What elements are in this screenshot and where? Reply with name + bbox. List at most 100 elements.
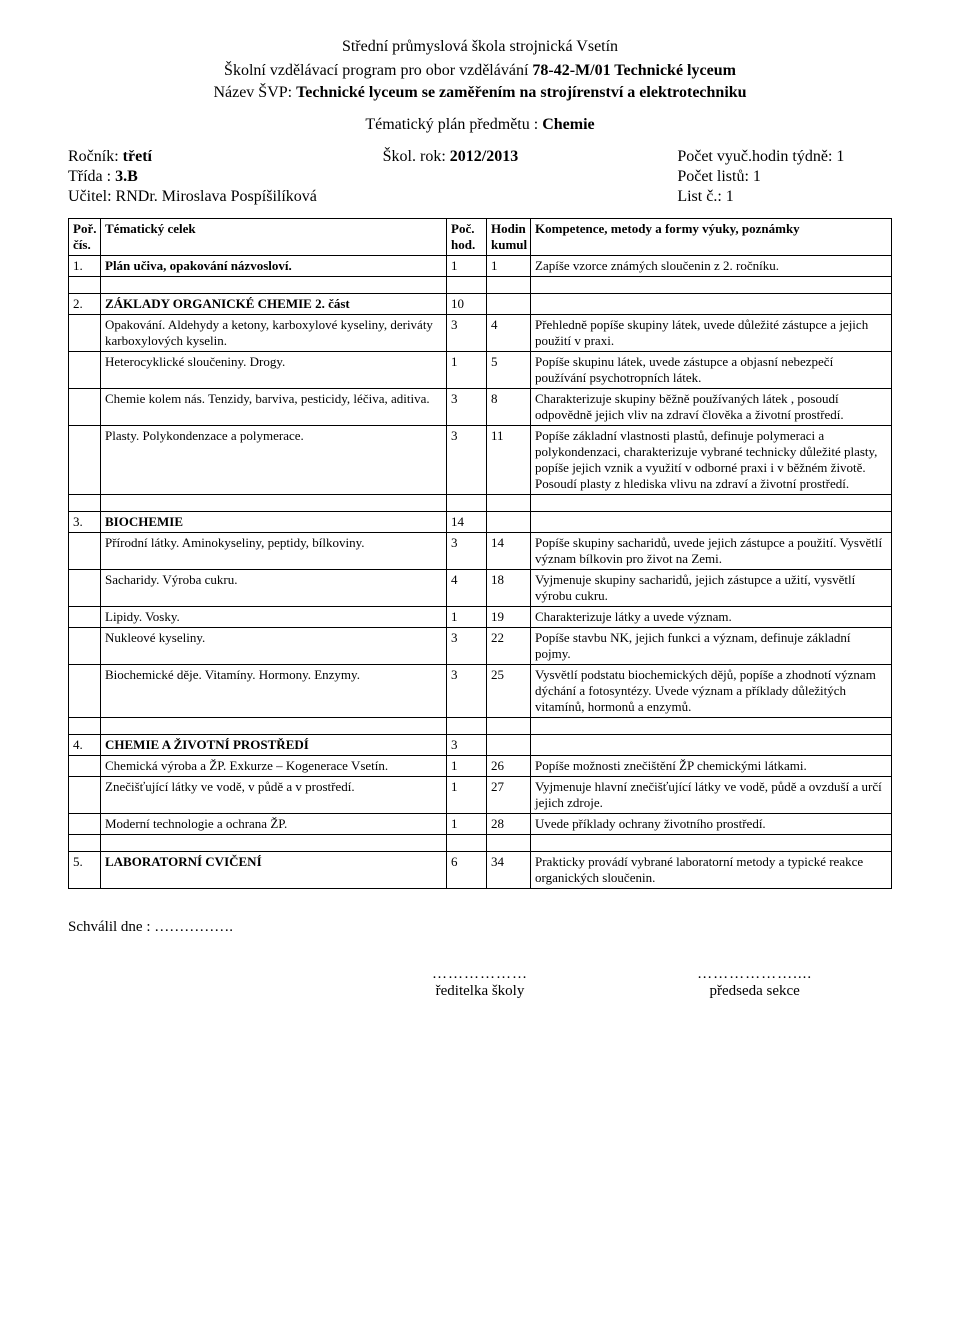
cell-hours: 3 [447, 315, 487, 352]
table-row [69, 835, 892, 852]
spacer-cell [101, 835, 447, 852]
table-row: 2.ZÁKLADY ORGANICKÉ CHEMIE 2. část10 [69, 294, 892, 315]
cell-cumul: 5 [487, 352, 531, 389]
spacer-cell [447, 835, 487, 852]
table-row: Biochemické děje. Vitamíny. Hormony. Enz… [69, 665, 892, 718]
pocet-listu: Počet listů: 1 [617, 168, 892, 186]
table-row: Chemická výroba a ŽP. Exkurze – Kogenera… [69, 756, 892, 777]
table-row: Plasty. Polykondenzace a polymerace.311P… [69, 426, 892, 495]
cell-note: Vysvětlí podstatu biochemických dějů, po… [531, 665, 892, 718]
cell-note: Vyjmenuje skupiny sacharidů, jejich zást… [531, 570, 892, 607]
cell-hours: 3 [447, 628, 487, 665]
table-row: Přírodní látky. Aminokyseliny, peptidy, … [69, 533, 892, 570]
footer-label-right: předseda sekce [617, 983, 892, 1000]
trida: Třída : 3.B [68, 168, 343, 186]
spacer-cell [447, 718, 487, 735]
cell-note: Popíše stavbu NK, jejich funkci a význam… [531, 628, 892, 665]
ucitel: Učitel: RNDr. Miroslava Pospíšilíková [68, 188, 343, 206]
spacer-cell [487, 835, 531, 852]
skolrok-label: Škol. rok: [383, 148, 450, 165]
ucitel-value: RNDr. Miroslava Pospíšilíková [116, 188, 317, 205]
cell-hours: 3 [447, 735, 487, 756]
cell-hours: 1 [447, 352, 487, 389]
cell-hours: 10 [447, 294, 487, 315]
cell-topic: Chemie kolem nás. Tenzidy, barviva, pest… [101, 389, 447, 426]
cell-cumul [487, 294, 531, 315]
table-row: Moderní technologie a ochrana ŽP.128Uved… [69, 814, 892, 835]
cell-note: Popíše skupiny sacharidů, uvede jejich z… [531, 533, 892, 570]
cell-hours: 1 [447, 607, 487, 628]
cell-num [69, 628, 101, 665]
trida-label: Třída : [68, 168, 115, 185]
table-row: Nukleové kyseliny.322Popíše stavbu NK, j… [69, 628, 892, 665]
cell-topic: Heterocyklické sloučeniny. Drogy. [101, 352, 447, 389]
info-empty-2 [343, 188, 618, 206]
cell-hours: 3 [447, 389, 487, 426]
cell-topic: Moderní technologie a ochrana ŽP. [101, 814, 447, 835]
subject-name: Chemie [542, 116, 594, 133]
skolrok: Škol. rok: 2012/2013 [343, 148, 618, 166]
cell-topic: Plasty. Polykondenzace a polymerace. [101, 426, 447, 495]
footer-sig-right: ……………….... předseda sekce [617, 966, 892, 1000]
col-tematicky-celek: Tématický celek [101, 219, 447, 256]
cell-num [69, 426, 101, 495]
table-row: Znečišťující látky ve vodě, v půdě a v p… [69, 777, 892, 814]
spacer-cell [487, 495, 531, 512]
table-row [69, 718, 892, 735]
rocnik-label: Ročník: [68, 148, 123, 165]
spacer-cell [487, 718, 531, 735]
program-line: Školní vzdělávací program pro obor vzděl… [68, 62, 892, 80]
cell-hours: 3 [447, 665, 487, 718]
footer-dots-left: ……………… [343, 966, 618, 983]
cell-cumul: 26 [487, 756, 531, 777]
cell-hours: 6 [447, 852, 487, 889]
subject-line: Tématický plán předmětu : Chemie [68, 116, 892, 134]
col-por-cis: Poř. čís. [69, 219, 101, 256]
program-prefix: Školní vzdělávací program pro obor vzděl… [224, 62, 532, 79]
cell-cumul: 18 [487, 570, 531, 607]
spacer-cell [487, 277, 531, 294]
list-c: List č.: 1 [617, 188, 892, 206]
col-hodin-kumul: Hodin kumul [487, 219, 531, 256]
cell-note: Prakticky provádí vybrané laboratorní me… [531, 852, 892, 889]
cell-hours: 1 [447, 814, 487, 835]
cell-note: Uvede příklady ochrany životního prostře… [531, 814, 892, 835]
cell-note: Charakterizuje skupiny běžně používaných… [531, 389, 892, 426]
cell-num [69, 352, 101, 389]
info-block: Ročník: třetí Škol. rok: 2012/2013 Počet… [68, 148, 892, 206]
table-row [69, 277, 892, 294]
footer-signatures: ……………… ředitelka školy ……………….... předse… [68, 966, 892, 1000]
footer-dots-right: ……………….... [617, 966, 892, 983]
cell-cumul: 11 [487, 426, 531, 495]
cell-cumul: 28 [487, 814, 531, 835]
cell-note [531, 512, 892, 533]
cell-cumul: 25 [487, 665, 531, 718]
cell-cumul: 27 [487, 777, 531, 814]
spacer-cell [531, 718, 892, 735]
rocnik-value: třetí [123, 148, 152, 165]
col-kompetence: Kompetence, metody a formy výuky, poznám… [531, 219, 892, 256]
cell-cumul: 8 [487, 389, 531, 426]
spacer-cell [69, 495, 101, 512]
table-row: Heterocyklické sloučeniny. Drogy.15Popíš… [69, 352, 892, 389]
cell-cumul: 14 [487, 533, 531, 570]
cell-num [69, 570, 101, 607]
ucitel-label: Učitel: [68, 188, 116, 205]
cell-topic: Biochemické děje. Vitamíny. Hormony. Enz… [101, 665, 447, 718]
cell-note: Popíše skupinu látek, uvede zástupce a o… [531, 352, 892, 389]
table-row: Lipidy. Vosky.119Charakterizuje látky a … [69, 607, 892, 628]
cell-cumul [487, 512, 531, 533]
table-row: Opakování. Aldehydy a ketony, karboxylov… [69, 315, 892, 352]
cell-topic: LABORATORNÍ CVIČENÍ [101, 852, 447, 889]
program-code: 78-42-M/01 Technické lyceum [532, 62, 736, 79]
footer-sig-empty [68, 966, 343, 1000]
cell-topic: Lipidy. Vosky. [101, 607, 447, 628]
spacer-cell [69, 718, 101, 735]
table-row: Sacharidy. Výroba cukru.418Vyjmenuje sku… [69, 570, 892, 607]
table-row: 5.LABORATORNÍ CVIČENÍ634Prakticky provád… [69, 852, 892, 889]
cell-hours: 3 [447, 533, 487, 570]
hodin-tydne: Počet vyuč.hodin týdně: 1 [617, 148, 892, 166]
trida-value: 3.B [115, 168, 138, 185]
curriculum-table: Poř. čís. Tématický celek Poč. hod. Hodi… [68, 218, 892, 889]
page: Střední průmyslová škola strojnická Vset… [0, 0, 960, 1323]
